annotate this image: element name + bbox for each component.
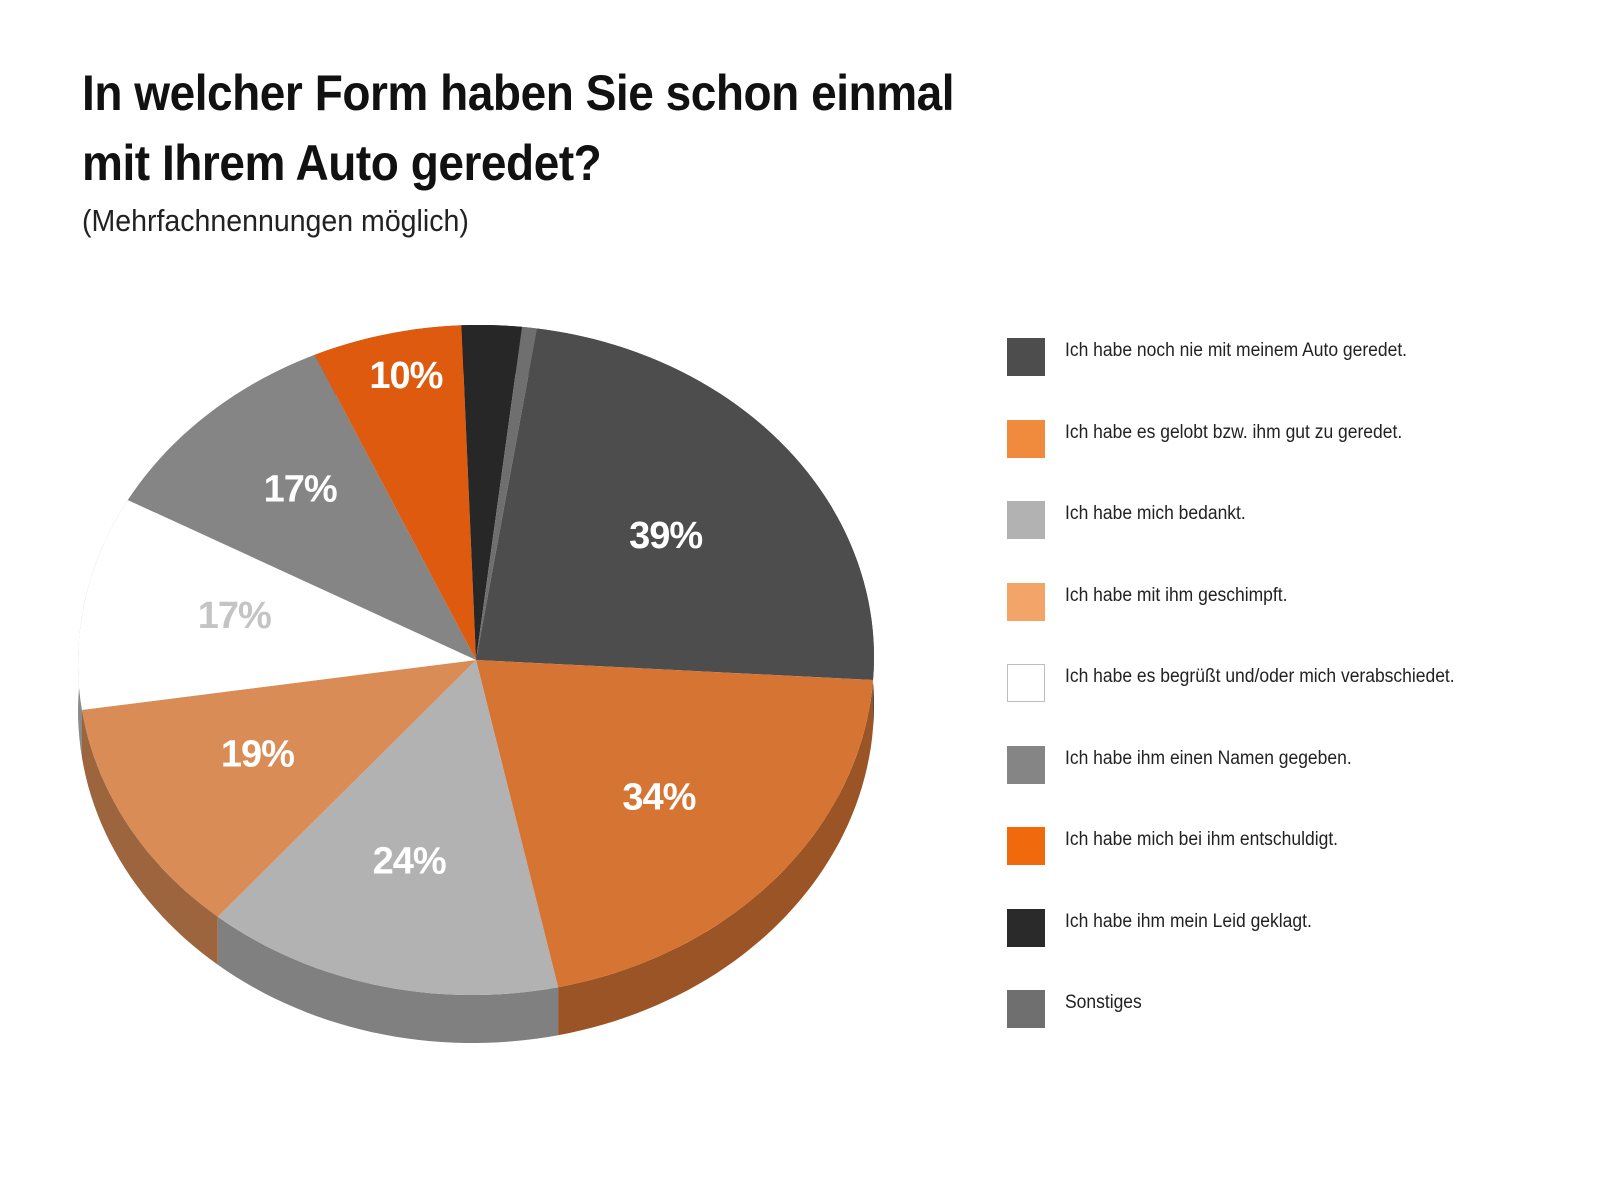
pie-slice-scolded (82, 660, 476, 917)
pie-label-complained: 4% (114, 602, 167, 644)
legend-label: Ich habe mich bei ihm entschuldigt. (1065, 829, 1339, 850)
chart-title-line-2: mit Ihrem Auto geredet? (82, 135, 602, 191)
legend-item-never-talked: Ich habe noch nie mit meinem Auto gerede… (1007, 338, 1567, 378)
legend-label: Sonstiges (1065, 992, 1142, 1013)
pie-slice-thanked (217, 660, 559, 995)
pie-label-named: 17% (264, 468, 337, 510)
legend-label: Ich habe es gelobt bzw. ihm gut zu gered… (1065, 421, 1403, 443)
pie-slice-complained (461, 325, 522, 660)
pie-label-other: 1% (137, 565, 190, 607)
legend-item-thanked: Ich habe mich bedankt. (1007, 501, 1567, 541)
pie-side-praised (558, 680, 873, 1036)
pie-slice-never-talked (476, 328, 874, 680)
legend-item-scolded: Ich habe mit ihm geschimpft. (1007, 582, 1567, 623)
legend-label: Ich habe mit ihm geschimpft. (1065, 584, 1288, 606)
pie-slice-apologized (314, 325, 476, 660)
legend-item-apologized: Ich habe mich bei ihm entschuldigt. (1007, 827, 1567, 867)
legend-label: Ich habe es begrüßt und/oder mich verabs… (1065, 666, 1455, 687)
pie-label-praised: 34% (622, 777, 695, 819)
legend-swatch (1007, 664, 1045, 702)
pie-top-layer (78, 325, 874, 995)
legend-swatch (1007, 501, 1045, 539)
pie-label-apologized: 10% (369, 355, 442, 397)
legend-label: Ich habe noch nie mit meinem Auto gerede… (1065, 340, 1408, 361)
pie-label-layer: 39% 34% 24% 19% 17% 17% 10% 4%1% (114, 355, 704, 882)
legend-swatch (1007, 745, 1045, 784)
legend-swatch (1007, 990, 1045, 1028)
chart-subtitle: (Mehrfachnennungen möglich) (82, 203, 469, 238)
legend-item-praised: Ich habe es gelobt bzw. ihm gut zu gered… (1007, 419, 1567, 460)
legend-swatch (1007, 582, 1045, 621)
chart-title: In welcher Form haben Sie schon einmal m… (82, 58, 1002, 198)
pie-label-never-talked: 39% (629, 515, 702, 557)
legend-item-other: Sonstiges (1007, 990, 1567, 1030)
pie-label-greeted: 17% (198, 595, 271, 637)
legend-item-greeted: Ich habe es begrüßt und/oder mich verabs… (1007, 664, 1567, 704)
pie-slice-other (476, 326, 537, 660)
pie-slice-praised (476, 660, 873, 988)
legend-label: Ich habe ihm mein Leid geklagt. (1065, 910, 1312, 932)
legend-label: Ich habe mich bedankt. (1065, 503, 1246, 524)
legend-label: Ich habe ihm einen Namen gegeben. (1065, 747, 1352, 769)
pie-side-scolded (82, 709, 218, 965)
pie-label-scolded: 19% (221, 733, 294, 775)
pie-side-thanked (217, 916, 559, 1043)
legend-item-complained: Ich habe ihm mein Leid geklagt. (1007, 908, 1567, 949)
legend-swatch (1007, 827, 1045, 865)
chart-title-line-1: In welcher Form haben Sie schon einmal (82, 65, 955, 121)
pie-slice-named (127, 354, 477, 660)
legend-swatch (1007, 908, 1045, 947)
pie-slice-greeted (78, 500, 476, 710)
legend-item-named: Ich habe ihm einen Namen gegeben. (1007, 745, 1567, 786)
legend-swatch (1007, 338, 1045, 376)
pie-label-thanked: 24% (373, 840, 446, 882)
legend-swatch (1007, 419, 1045, 458)
